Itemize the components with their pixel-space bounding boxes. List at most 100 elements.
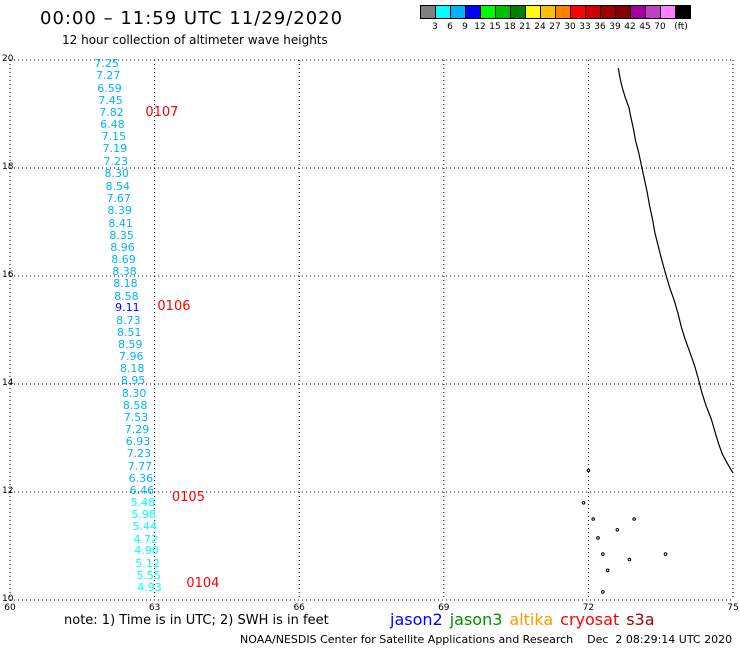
legend-swatch (570, 5, 586, 19)
legend-label: 15 (489, 22, 501, 32)
wave-height-label: 8.18 (113, 277, 138, 291)
legend-label: 39 (609, 22, 621, 32)
wave-height-label: 8.51 (117, 325, 142, 339)
footer-note: note: 1) Time is in UTC; 2) SWH is in fe… (64, 613, 329, 628)
legend-swatch (420, 5, 436, 19)
pass-time-label: 0107 (145, 104, 179, 120)
island (591, 517, 596, 521)
wave-height-label: 8.69 (111, 252, 136, 266)
x-tick-label: 63 (148, 603, 161, 613)
y-tick-label: 18 (2, 162, 14, 172)
map-title: 00:00 – 11:59 UTC 11/29/2020 (40, 8, 344, 29)
legend-swatch (645, 5, 661, 19)
color-legend: 3 6 9 12 15 18 21 24 27 30 33 36 39 42 45 70 (ft) (420, 5, 691, 37)
satellite-name: jason2 (390, 610, 443, 629)
legend-label: 33 (579, 22, 591, 32)
legend-swatch (525, 5, 541, 19)
wave-height-label: 4.90 (134, 544, 159, 558)
x-tick-label: 66 (293, 603, 305, 613)
legend-swatch (480, 5, 496, 19)
legend-label: 45 (639, 22, 651, 32)
legend-label: 6 (447, 22, 453, 32)
satellite-name: cryosat (560, 610, 620, 629)
wave-height-label: 6.93 (125, 435, 151, 449)
coastline (617, 67, 734, 474)
island (601, 552, 605, 556)
wave-height-label: 7.15 (101, 129, 127, 143)
island (586, 468, 591, 473)
wave-height-label: 5.12 (135, 556, 160, 570)
wave-height-label: 8.73 (116, 313, 141, 327)
wave-height-label: 7.82 (99, 105, 124, 119)
legend-swatch (555, 5, 571, 19)
x-tick-label: 69 (438, 603, 450, 613)
wave-height-label: 7.27 (95, 69, 121, 83)
legend-swatch (615, 5, 631, 19)
wave-height-label: 8.96 (110, 240, 135, 254)
wave-height-label: 6.36 (128, 471, 154, 485)
satellite-legend: jason2 jason3 altika cryosat s3a (390, 610, 662, 629)
legend-label: 42 (624, 22, 636, 32)
island (601, 590, 605, 594)
pass-time-label: 0105 (171, 490, 205, 506)
wave-height-label: 8.30 (121, 386, 147, 400)
y-tick-label: 16 (2, 270, 14, 280)
x-tick-label: 60 (4, 603, 16, 613)
wave-height-label: 7.19 (102, 142, 128, 156)
legend-swatch (600, 5, 616, 19)
wave-height-label: 7.96 (118, 350, 144, 363)
wave-height-label: 8.59 (118, 338, 143, 352)
wave-height-label: 7.53 (123, 411, 149, 425)
legend-label: 70 (654, 22, 666, 32)
wave-height-label: 5.98 (131, 508, 157, 522)
wave-height-label: 7.23 (126, 447, 152, 461)
legend-swatch (660, 5, 676, 19)
legend-swatch (450, 5, 466, 19)
wave-height-label: 5.55 (136, 568, 161, 582)
satellite-name: jason3 (449, 610, 503, 629)
satellite-name: altika (509, 610, 554, 629)
legend-swatch (675, 5, 691, 19)
y-tick-label: 20 (2, 54, 14, 64)
map-subtitle: 12 hour collection of altimeter wave hei… (62, 33, 328, 47)
legend-label: 12 (474, 22, 486, 32)
legend-label: 27 (549, 22, 561, 32)
wave-height-label: 9.11 (115, 301, 140, 315)
legend-label: (ft) (674, 22, 688, 32)
wave-height-label: 7.23 (103, 154, 129, 168)
wave-height-label: 8.30 (104, 167, 130, 181)
x-tick-label: 75 (727, 603, 739, 613)
legend-label: 9 (462, 22, 468, 32)
map-canvas (9, 59, 734, 601)
pass-time-label: 0106 (157, 299, 191, 315)
y-tick-label: 12 (2, 486, 14, 496)
wave-height-label: 7.45 (98, 93, 123, 107)
legend-swatch (465, 5, 481, 19)
legend-swatch (495, 5, 511, 19)
map-plot: 7.25 7.27 6.59 7.45 7.82 6.48 7.15 7.19 7.23 8.30… (9, 57, 734, 601)
legend-label: 24 (534, 22, 546, 32)
legend-labels: 3 6 9 12 15 18 21 24 27 30 33 36 39 42 45 70 (ft) (420, 22, 740, 36)
wave-height-label: 6.46 (129, 483, 155, 497)
island (605, 568, 610, 573)
legend-swatch (510, 5, 526, 19)
wave-height-label: 8.95 (120, 374, 146, 388)
legend-swatch (630, 5, 646, 19)
wave-height-label: 6.59 (97, 81, 122, 95)
legend-swatch (540, 5, 556, 19)
legend-label: 18 (504, 22, 516, 32)
legend-label: 30 (564, 22, 576, 32)
legend-label: 3 (432, 22, 438, 32)
wave-height-label: 8.58 (114, 289, 139, 303)
island (581, 501, 586, 505)
wave-height-label: 7.25 (94, 57, 119, 71)
wave-height-label: 5.44 (132, 520, 157, 534)
wave-height-label: 8.38 (112, 265, 137, 279)
island (596, 536, 600, 540)
legend-swatch (435, 5, 451, 19)
legend-swatch (585, 5, 601, 19)
legend-label: 36 (594, 22, 606, 32)
wave-height-label: 6.48 (100, 117, 125, 131)
wave-height-label: 8.54 (105, 179, 130, 193)
wave-height-label: 7.77 (127, 459, 153, 473)
